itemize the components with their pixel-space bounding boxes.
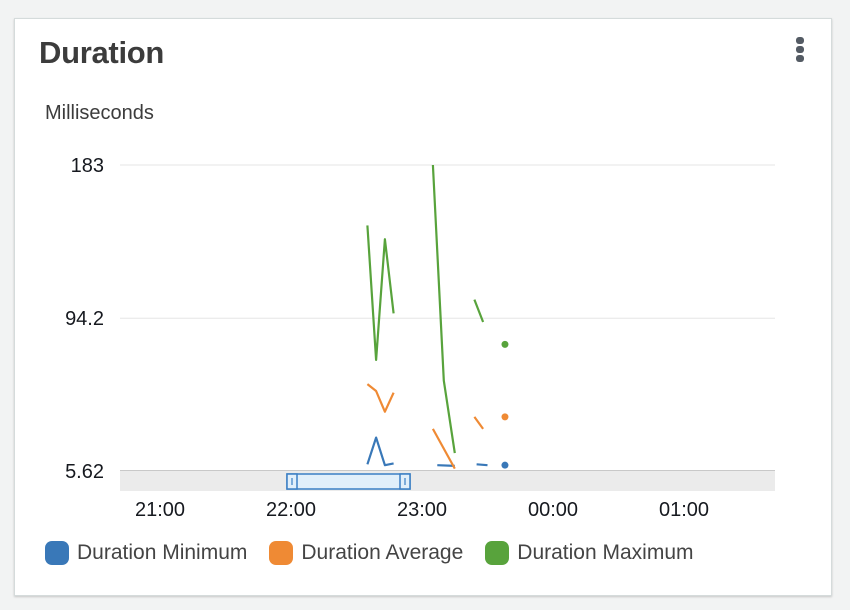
series-line-segment[interactable] — [476, 463, 488, 467]
series-line-segment[interactable] — [437, 464, 455, 467]
duration-widget: Duration Milliseconds Duration Minimum D… — [14, 18, 832, 596]
data-point[interactable] — [501, 413, 509, 421]
time-range-navigator-track[interactable] — [120, 471, 775, 491]
data-point[interactable] — [501, 340, 509, 348]
series-minimum — [366, 436, 509, 469]
legend-label-maximum: Duration Maximum — [517, 541, 694, 564]
series-line-segment[interactable] — [473, 299, 485, 323]
series-line-segment[interactable] — [366, 436, 394, 467]
series-maximum — [366, 164, 509, 454]
widget-title: Duration — [39, 35, 165, 70]
legend-swatch-average — [269, 541, 294, 565]
widget-menu-button[interactable] — [791, 35, 809, 65]
legend-label-minimum: Duration Minimum — [77, 541, 248, 564]
legend-item-minimum[interactable]: Duration Minimum — [45, 541, 247, 565]
y-tick-label: 183 — [71, 155, 104, 177]
series-line-segment[interactable] — [431, 164, 456, 454]
y-tick-label: 5.62 — [65, 461, 104, 483]
series-line-segment[interactable] — [473, 416, 484, 430]
legend-item-maximum[interactable]: Duration Maximum — [485, 541, 694, 565]
series-line-segment[interactable] — [366, 383, 395, 413]
legend-swatch-minimum — [45, 541, 69, 565]
legend-label-average: Duration Average — [301, 541, 464, 564]
time-range-navigator-selection[interactable] — [286, 473, 411, 490]
y-axis-unit-label: Milliseconds — [45, 102, 154, 124]
series-average — [366, 383, 509, 470]
y-tick-label: 94.2 — [65, 308, 104, 330]
x-tick-label: 23:00 — [397, 499, 447, 521]
series-line-segment[interactable] — [431, 428, 456, 470]
x-tick-label: 00:00 — [528, 499, 578, 521]
x-tick-label: 22:00 — [266, 499, 316, 521]
legend-swatch-maximum — [485, 541, 510, 565]
x-tick-label: 21:00 — [135, 499, 185, 521]
legend-item-average[interactable]: Duration Average — [269, 541, 463, 565]
chart-legend: Duration Minimum Duration Average Durati… — [45, 541, 694, 565]
x-tick-label: 01:00 — [659, 499, 709, 521]
series-line-segment[interactable] — [366, 225, 395, 361]
data-point[interactable] — [501, 461, 509, 469]
